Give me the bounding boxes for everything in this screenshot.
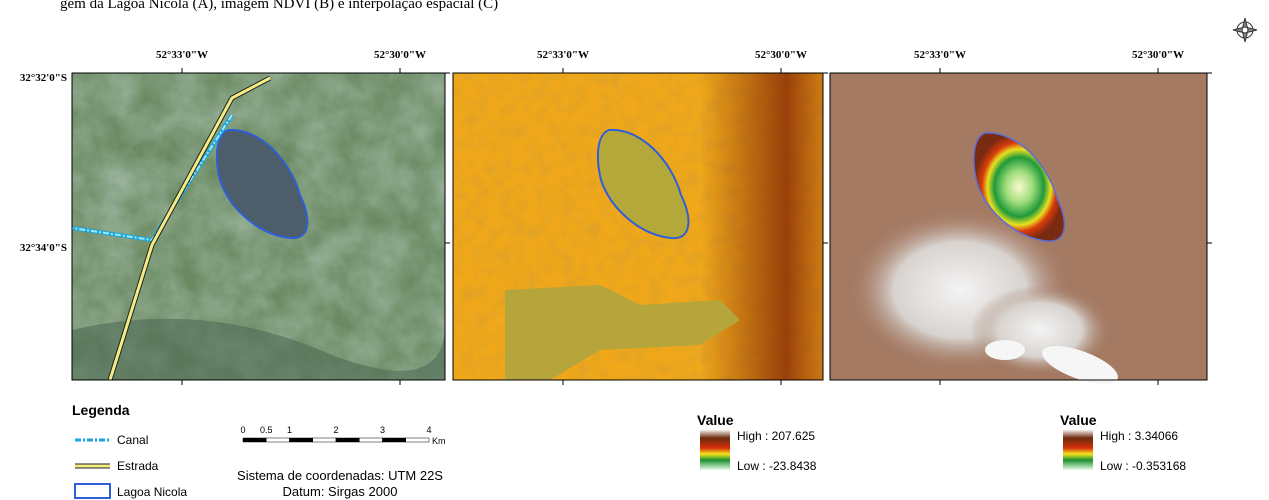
value-title: Value xyxy=(697,412,734,428)
legend-item: Canal xyxy=(117,433,148,447)
value-high: High : 207.625 xyxy=(737,429,815,443)
value-title: Value xyxy=(1060,412,1097,428)
scale-unit: Km xyxy=(432,436,446,446)
scale-label: 2 xyxy=(333,425,338,435)
scale-label: 0.5 xyxy=(260,425,273,435)
scale-label: 0 xyxy=(240,425,245,435)
caption: gem da Lagoa Nicola (A), imagem NDVI (B)… xyxy=(60,0,498,12)
panel-c xyxy=(830,73,1207,392)
lon-label: 52°30'0"W xyxy=(755,49,807,61)
lon-label: 52°30'0"W xyxy=(1132,49,1184,61)
lon-label: 52°33'0"W xyxy=(156,49,208,61)
legend-title: Legenda xyxy=(72,402,130,418)
value-low: Low : -0.353168 xyxy=(1100,459,1186,473)
datum: Datum: Sirgas 2000 xyxy=(283,484,398,499)
lat-label: 32°34'0"S xyxy=(20,242,67,254)
legend-item: Estrada xyxy=(117,459,159,473)
scale-label: 3 xyxy=(380,425,385,435)
scale-label: 4 xyxy=(426,425,431,435)
figure: gem da Lagoa Nicola (A), imagem NDVI (B)… xyxy=(0,0,1269,500)
color-ramp xyxy=(700,430,730,470)
panel-b xyxy=(453,73,823,380)
lon-label: 52°30'0"W xyxy=(374,49,426,61)
north-arrow xyxy=(1233,18,1257,42)
lon-label: 52°33'0"W xyxy=(914,49,966,61)
legend: Legenda Canal Estrada Lagoa Nicola xyxy=(72,402,187,499)
color-ramp xyxy=(1063,430,1093,470)
legend-item: Lagoa Nicola xyxy=(117,485,187,499)
lat-label: 32°32'0"S xyxy=(20,72,67,84)
scale-bar: 0 0.5 1 2 3 4Km xyxy=(240,425,445,446)
scale-segment xyxy=(359,438,382,442)
value-high: High : 3.34066 xyxy=(1100,429,1178,443)
scale-label: 1 xyxy=(287,425,292,435)
scale-segment xyxy=(406,438,429,442)
scale-segment xyxy=(336,438,359,442)
value-low: Low : -23.8438 xyxy=(737,459,817,473)
scale-segment xyxy=(266,438,289,442)
scale-segment xyxy=(243,438,266,442)
scale-segment xyxy=(313,438,336,442)
coordinate-system: Sistema de coordenadas: UTM 22S xyxy=(237,468,443,483)
scale-segment xyxy=(290,438,313,442)
panel-a xyxy=(72,73,445,380)
lon-label: 52°33'0"W xyxy=(537,49,589,61)
scale-segment xyxy=(383,438,406,442)
